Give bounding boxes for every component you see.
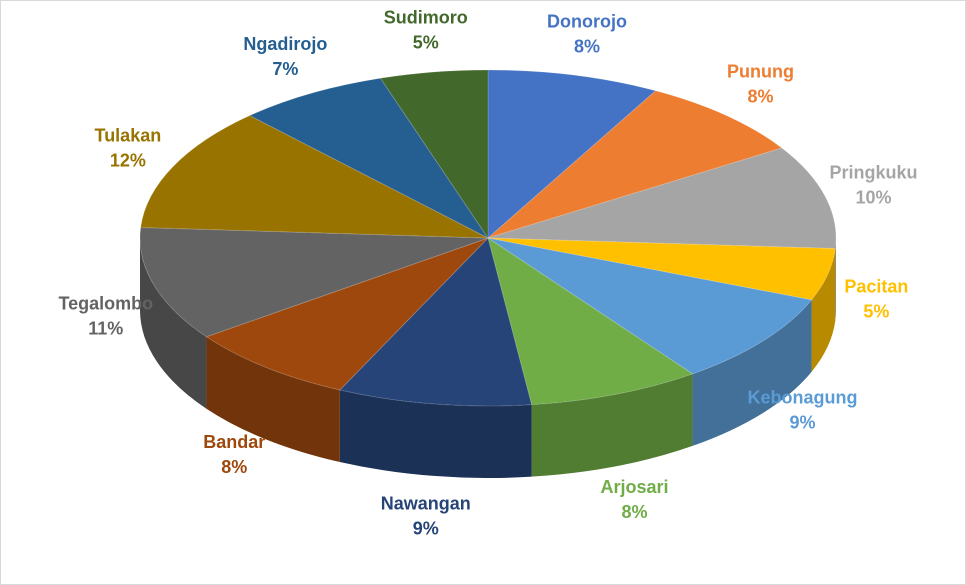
slice: [140, 114, 489, 239]
slice: [379, 69, 489, 240]
slice-value-label: 5%: [863, 301, 889, 321]
slice-label: Nawangan: [381, 493, 471, 513]
slice-value-label: 7%: [272, 59, 298, 79]
slice: [248, 77, 489, 239]
slice-value-label: 5%: [413, 32, 439, 52]
slice: [487, 237, 836, 301]
slice-label: Arjosari: [600, 477, 668, 497]
slice-label: Pringkuku: [829, 163, 917, 183]
slice-label: Tegalombo: [58, 293, 153, 313]
slice-value-label: 11%: [88, 318, 123, 338]
slice-value-label: 9%: [789, 413, 815, 433]
slice: [139, 226, 489, 338]
slice: [487, 147, 837, 250]
slice: [487, 236, 694, 406]
slice-label: Sudimoro: [384, 7, 468, 27]
slice-side: [206, 336, 340, 463]
slice-side: [531, 373, 693, 477]
slice-value-label: 8%: [574, 36, 600, 56]
slice-value-label: 8%: [747, 87, 773, 107]
slice-label: Kebonagung: [747, 388, 857, 408]
slice-side: [835, 238, 836, 321]
slice-value-label: 10%: [855, 188, 891, 208]
slice-side: [140, 238, 207, 409]
slice: [205, 237, 489, 391]
slice: [487, 90, 783, 239]
slice-value-label: 8%: [622, 502, 648, 522]
slice-value-label: 9%: [413, 518, 439, 538]
slice-label: Donorojo: [547, 11, 627, 31]
slice-side: [339, 390, 532, 478]
slice-side: [811, 248, 836, 372]
slice-label: Punung: [727, 62, 794, 82]
slice-label: Tulakan: [95, 125, 162, 145]
slice-label: Bandar: [203, 432, 265, 452]
slice: [487, 237, 813, 375]
slice: [338, 237, 533, 407]
slice-side: [692, 299, 812, 446]
slice-label: Ngadirojo: [243, 34, 327, 54]
slice-value-label: 12%: [110, 150, 146, 170]
slice-value-label: 8%: [221, 457, 247, 477]
slice-label: Pacitan: [844, 276, 908, 296]
slice: [487, 69, 657, 240]
